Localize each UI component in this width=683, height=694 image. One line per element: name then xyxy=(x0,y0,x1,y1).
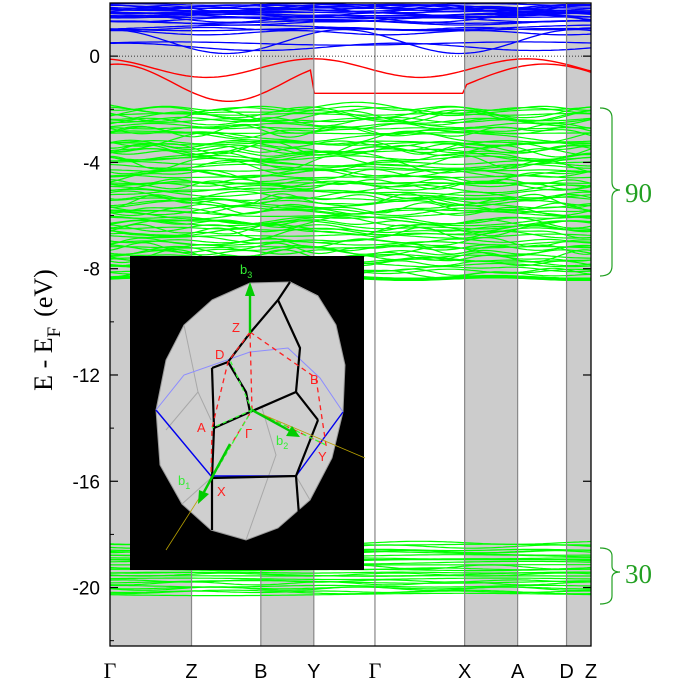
point-label-gamma: Γ xyxy=(245,426,252,441)
ytick-label: -12 xyxy=(73,366,100,387)
semicore-band-count: 30 xyxy=(625,559,652,589)
ytick-label: 0 xyxy=(89,47,100,68)
kpoint-label: Z xyxy=(585,661,597,683)
ytick-label: -16 xyxy=(73,472,100,493)
ytick-label: -4 xyxy=(83,153,100,174)
kpoint-label: X xyxy=(458,661,471,683)
kpoint-label: Y xyxy=(307,661,320,683)
semicore-bracket xyxy=(600,548,620,604)
kpoint-label: A xyxy=(511,661,525,683)
svg-text:E - EF(eV): E - EF (eV) xyxy=(29,269,65,391)
point-label-z: Z xyxy=(232,320,240,335)
ytick-label: -8 xyxy=(83,260,100,281)
kpoint-label: Γ xyxy=(369,658,382,683)
point-label-x: X xyxy=(217,484,226,499)
ylabel-subscript: F xyxy=(44,327,65,338)
kpoint-label: D xyxy=(559,661,573,683)
point-label-d: D xyxy=(215,347,224,362)
kpoint-label: B xyxy=(254,661,267,683)
valence-bracket xyxy=(600,108,620,276)
point-label-a: A xyxy=(197,420,206,435)
point-label-y: Y xyxy=(318,449,327,464)
ytick-label: -20 xyxy=(73,579,100,600)
y-axis-label: E - EF (eV) xyxy=(29,269,65,391)
band-count-brackets: 90 30 xyxy=(600,108,652,604)
valence-band-count: 90 xyxy=(625,178,652,208)
ylabel-main: E - E xyxy=(29,337,58,390)
valence-band xyxy=(110,133,591,134)
ylabel-unit: (eV) xyxy=(29,269,58,317)
kpoint-label: Z xyxy=(185,661,197,683)
brillouin-zone-inset: Z D B A Γ Y X b3 b2 b1 xyxy=(130,256,365,570)
kpoint-label: Γ xyxy=(104,658,117,683)
point-label-b: B xyxy=(310,372,319,387)
